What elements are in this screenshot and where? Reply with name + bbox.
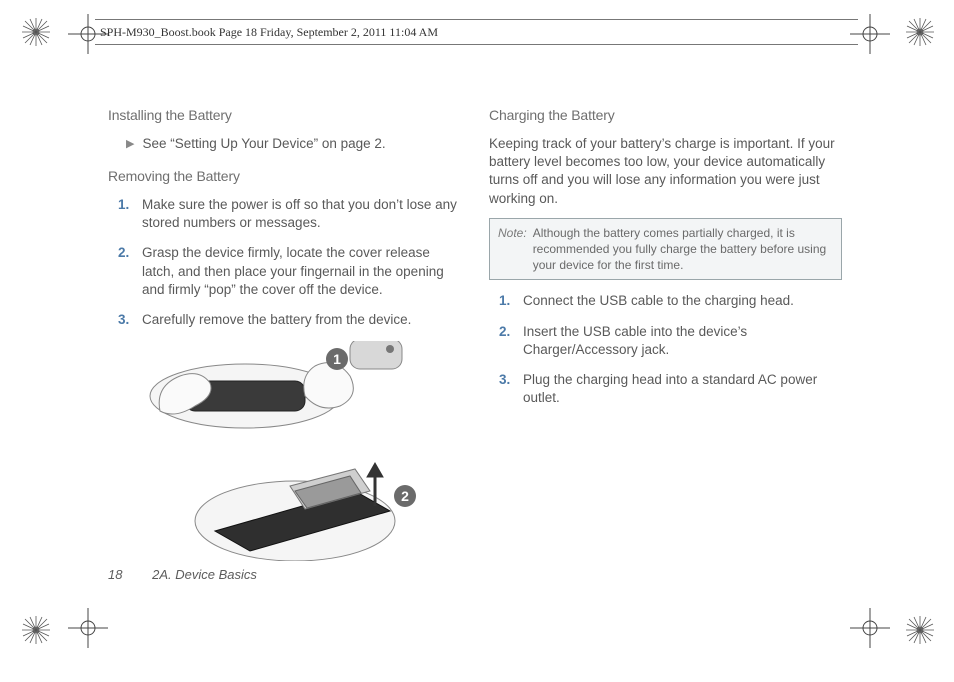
reg-starburst-icon: [906, 18, 934, 46]
section-title: 2A. Device Basics: [152, 567, 257, 582]
see-reference: ▶ See “Setting Up Your Device” on page 2…: [126, 135, 461, 153]
right-column: Charging the Battery Keeping track of yo…: [489, 106, 842, 592]
page-content: Installing the Battery ▶ See “Setting Up…: [108, 106, 842, 592]
heading-installing-battery: Installing the Battery: [108, 106, 461, 125]
step-item: Connect the USB cable to the charging he…: [499, 292, 842, 310]
callout-1-label: 1: [333, 351, 341, 367]
step-text: Carefully remove the battery from the de…: [142, 311, 411, 329]
step-item: Plug the charging head into a standard A…: [499, 371, 842, 407]
header-rule: [95, 19, 858, 20]
heading-removing-battery: Removing the Battery: [108, 167, 461, 186]
reg-starburst-icon: [22, 18, 50, 46]
step-text: Insert the USB cable into the device’s C…: [523, 323, 842, 359]
header-rule: [95, 44, 858, 45]
triangle-bullet-icon: ▶: [126, 137, 134, 153]
reg-starburst-icon: [906, 616, 934, 644]
step-text: Grasp the device firmly, locate the cove…: [142, 244, 461, 299]
note-label: Note:: [498, 225, 527, 274]
step-text: Connect the USB cable to the charging he…: [523, 292, 794, 310]
charging-intro: Keeping track of your battery’s charge i…: [489, 135, 842, 208]
callout-2-label: 2: [401, 488, 409, 504]
see-reference-text: See “Setting Up Your Device” on page 2.: [142, 135, 385, 153]
step-item: Insert the USB cable into the device’s C…: [499, 323, 842, 359]
heading-charging-battery: Charging the Battery: [489, 106, 842, 125]
battery-removal-figure: 1 2: [108, 341, 461, 566]
reg-starburst-icon: [22, 616, 50, 644]
left-column: Installing the Battery ▶ See “Setting Up…: [108, 106, 461, 592]
page-number: 18: [108, 567, 122, 582]
reg-cross-icon: [850, 14, 890, 54]
step-text: Plug the charging head into a standard A…: [523, 371, 842, 407]
step-item: Grasp the device firmly, locate the cove…: [118, 244, 461, 299]
note-box: Note: Although the battery comes partial…: [489, 218, 842, 281]
running-header: SPH-M930_Boost.book Page 18 Friday, Sept…: [100, 25, 438, 40]
step-item: Make sure the power is off so that you d…: [118, 196, 461, 232]
note-text: Although the battery comes partially cha…: [533, 225, 833, 274]
page-footer: 18 2A. Device Basics: [108, 567, 257, 582]
reg-cross-icon: [68, 608, 108, 648]
remove-battery-steps: Make sure the power is off so that you d…: [118, 196, 461, 329]
charging-steps: Connect the USB cable to the charging he…: [499, 292, 842, 407]
step-text: Make sure the power is off so that you d…: [142, 196, 461, 232]
reg-cross-icon: [850, 608, 890, 648]
step-item: Carefully remove the battery from the de…: [118, 311, 461, 329]
